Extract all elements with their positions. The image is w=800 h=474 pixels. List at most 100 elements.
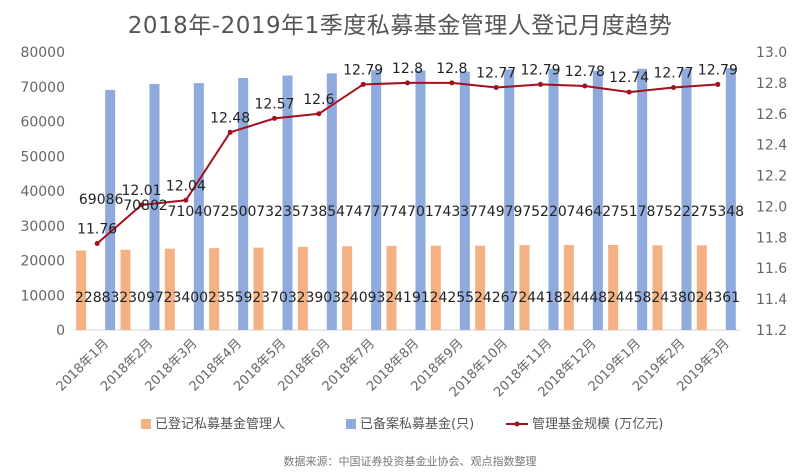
bar-funds (238, 78, 249, 330)
data-label-managers: 24267 (474, 290, 519, 306)
data-label-aum: 12.74 (609, 70, 649, 86)
y-left-tick-label: 80000 (20, 45, 65, 61)
y-left-tick-label: 20000 (20, 254, 65, 270)
data-label-managers: 24458 (607, 290, 652, 306)
data-label-aum: 12.79 (520, 62, 560, 78)
y-right-tick-label: 12.2 (756, 169, 787, 185)
y-left-tick-label: 40000 (20, 184, 65, 200)
legend-label: 已登记私募基金管理人 (155, 416, 285, 432)
line-point (538, 81, 543, 87)
data-label-funds: 74979 (478, 204, 523, 220)
y-right-tick-label: 11.2 (756, 323, 787, 339)
bar-managers (563, 245, 574, 330)
bar-funds (548, 68, 559, 330)
bar-funds (193, 83, 204, 330)
bar-managers (652, 245, 663, 330)
y-left-tick-label: 0 (56, 323, 65, 339)
legend-label: 管理基金规模 (万亿元) (532, 416, 663, 432)
data-label-funds: 73235 (256, 204, 301, 220)
data-label-funds: 69086 (79, 192, 124, 208)
bar-managers (386, 245, 397, 330)
bar-managers (519, 245, 530, 330)
bar-funds (326, 73, 337, 330)
bar-managers (297, 246, 308, 330)
data-label-managers: 23097 (119, 290, 164, 306)
data-label-aum: 12.78 (565, 64, 605, 80)
data-label-managers: 24361 (696, 290, 741, 306)
bar-managers (120, 249, 131, 330)
data-label-aum: 12.77 (653, 66, 693, 82)
data-label-managers: 23400 (164, 290, 209, 306)
bar-managers (209, 248, 220, 330)
line-point (715, 81, 721, 87)
data-label-managers: 24093 (341, 290, 386, 306)
data-label-funds: 70802 (123, 198, 168, 214)
bar-funds (592, 70, 603, 330)
line-point (316, 111, 322, 117)
y-left-tick-label: 30000 (20, 219, 65, 235)
y-right-tick-label: 13.0 (756, 45, 787, 61)
legend-swatch (346, 419, 356, 429)
data-label-managers: 23903 (297, 290, 342, 306)
data-label-funds: 72500 (212, 204, 257, 220)
data-label-managers: 22883 (75, 290, 120, 306)
y-right-tick-label: 11.8 (756, 230, 787, 246)
line-point (183, 197, 189, 203)
line-point (272, 115, 277, 121)
legend-label: 已备案私募基金(只) (360, 416, 474, 432)
data-label-aum: 12.79 (343, 62, 383, 78)
bar-managers (608, 245, 619, 330)
data-label-aum: 12.48 (210, 110, 250, 126)
data-label-funds: 75178 (611, 204, 656, 220)
plot-area: 0 10000 20000 30000 40000 50000 60000 70000 8000… (20, 45, 787, 400)
data-label-aum: 12.77 (476, 66, 516, 82)
bar-managers (164, 248, 175, 330)
data-label-funds: 75348 (700, 204, 745, 220)
data-label-aum: 12.01 (121, 183, 161, 199)
bar-managers (76, 250, 87, 330)
data-label-funds: 74337 (434, 204, 479, 220)
line-point (493, 85, 499, 91)
data-label-funds: 74701 (389, 204, 434, 220)
y-right-tick-label: 11.6 (756, 261, 787, 277)
y-right-tick-label: 12.8 (756, 76, 787, 92)
bar-funds (725, 68, 736, 330)
data-label-aum: 12.57 (254, 96, 294, 112)
bar-funds (371, 70, 382, 330)
y-right-tick-label: 12.0 (756, 199, 787, 215)
line-point (582, 83, 588, 89)
bar-funds (681, 68, 692, 330)
y-left-tick-label: 70000 (20, 80, 65, 96)
data-label-funds: 75220 (522, 204, 567, 220)
bar-managers (475, 245, 486, 330)
data-label-managers: 24380 (651, 290, 696, 306)
line-point (360, 81, 366, 87)
y-left-tick-label: 60000 (20, 115, 65, 131)
data-label-funds: 74777 (345, 204, 390, 220)
bar-managers (342, 246, 353, 330)
y-right-tick-label: 11.4 (756, 292, 787, 308)
bar-funds (282, 75, 293, 330)
data-label-managers: 24448 (563, 290, 608, 306)
data-label-funds: 73854 (301, 204, 346, 220)
bar-funds (105, 89, 116, 330)
bar-funds (149, 83, 160, 331)
data-label-managers: 24255 (430, 290, 475, 306)
bar-funds (504, 69, 515, 331)
y-left-tick-label: 10000 (20, 288, 65, 304)
bar-funds (415, 70, 426, 330)
data-label-aum: 12.6 (303, 92, 334, 108)
legend-swatch (141, 419, 151, 429)
data-label-funds: 71040 (168, 204, 213, 220)
y-right-tick-label: 12.4 (756, 138, 787, 154)
line-point (139, 202, 144, 208)
legend: 已登记私募基金管理人 已备案私募基金(只) 管理基金规模 (万亿元) (141, 416, 663, 432)
data-label-managers: 24191 (385, 290, 430, 306)
line-point (405, 80, 410, 86)
data-label-aum: 12.8 (436, 61, 467, 77)
bar-managers (696, 245, 707, 330)
data-label-funds: 75222 (655, 204, 700, 220)
data-label-aum: 12.04 (166, 178, 206, 194)
line-point (671, 85, 676, 91)
